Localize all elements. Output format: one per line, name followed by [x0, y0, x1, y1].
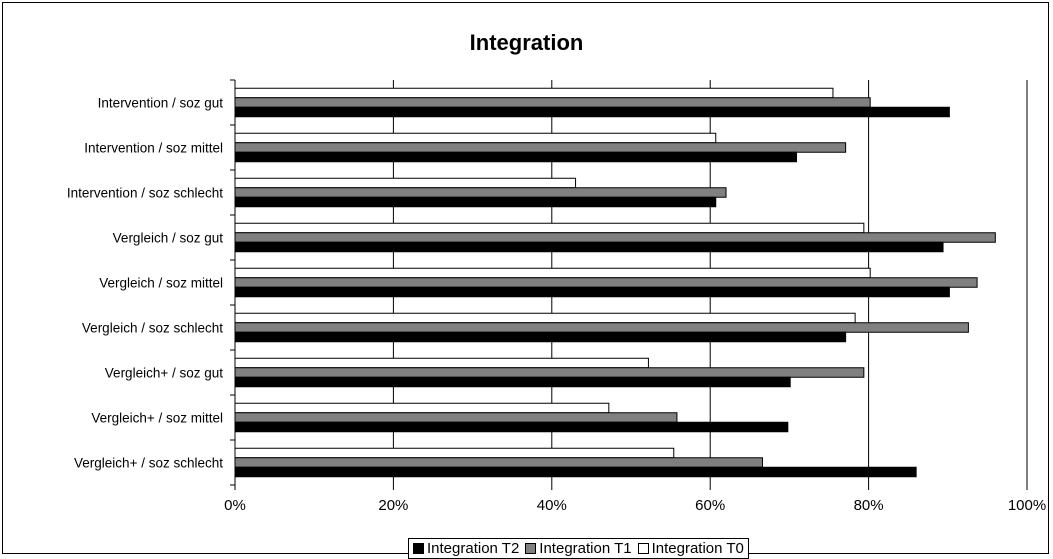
bar-integration-t2 [234, 331, 847, 343]
bar-integration-t2 [234, 466, 917, 478]
x-tick-label: 60% [695, 497, 725, 514]
bar-integration-t0 [234, 267, 871, 279]
chart-title: Integration [469, 30, 584, 55]
x-tick-label: 80% [854, 497, 884, 514]
legend-item: Integration T2 [413, 540, 519, 557]
x-tick-label: 0% [224, 497, 246, 514]
bar-integration-t1 [234, 142, 847, 153]
bar-integration-t0 [234, 312, 856, 324]
bar-integration-t2 [234, 196, 717, 208]
bar-integration-t1 [234, 412, 678, 423]
x-tick-label: 20% [378, 497, 408, 514]
bar-integration-t1 [234, 322, 969, 333]
bar-integration-t0 [234, 402, 610, 414]
bar-integration-t2 [234, 151, 798, 163]
legend-swatch [525, 543, 537, 554]
bar-integration-t1 [234, 457, 763, 468]
bar-integration-t0 [234, 177, 577, 189]
bar-integration-t2 [234, 241, 944, 253]
category-label: Intervention / soz gut [98, 96, 224, 111]
bar-integration-t2 [234, 376, 791, 388]
category-label: Intervention / soz mittel [84, 141, 223, 156]
legend-label: Integration T1 [539, 540, 632, 557]
legend-item: Integration T1 [525, 540, 632, 557]
chart-legend: Integration T2 Integration T1 Integration … [408, 538, 749, 559]
legend-label: Integration T0 [651, 540, 744, 557]
bar-integration-t2 [234, 106, 950, 118]
category-label: Vergleich / soz gut [113, 231, 224, 246]
bar-integration-t0 [234, 447, 675, 459]
category-label: Vergleich+ / soz schlecht [74, 456, 223, 471]
legend-label: Integration T2 [427, 540, 520, 557]
legend-item: Integration T0 [637, 540, 744, 557]
category-label: Vergleich / soz schlecht [82, 321, 223, 336]
bar-integration-t1 [234, 187, 727, 198]
bar-integration-t0 [234, 87, 834, 99]
bar-integration-t1 [234, 97, 871, 108]
x-tick-label: 40% [537, 497, 567, 514]
bar-integration-t2 [234, 421, 789, 433]
bar-integration-t1 [234, 367, 865, 378]
category-label: Vergleich+ / soz mittel [91, 411, 223, 426]
bar-integration-t2 [234, 286, 950, 298]
bar-integration-t1 [234, 232, 996, 243]
category-label: Intervention / soz schlecht [67, 186, 223, 201]
legend-swatch [413, 543, 424, 554]
bar-integration-t0 [234, 357, 649, 369]
legend-swatch [637, 543, 649, 554]
category-label: Vergleich+ / soz gut [105, 366, 223, 381]
x-tick-label: 100% [1008, 497, 1046, 514]
bar-integration-t0 [234, 222, 865, 234]
bar-integration-t1 [234, 277, 978, 288]
bar-integration-t0 [234, 132, 717, 144]
category-label: Vergleich / soz mittel [99, 276, 223, 291]
